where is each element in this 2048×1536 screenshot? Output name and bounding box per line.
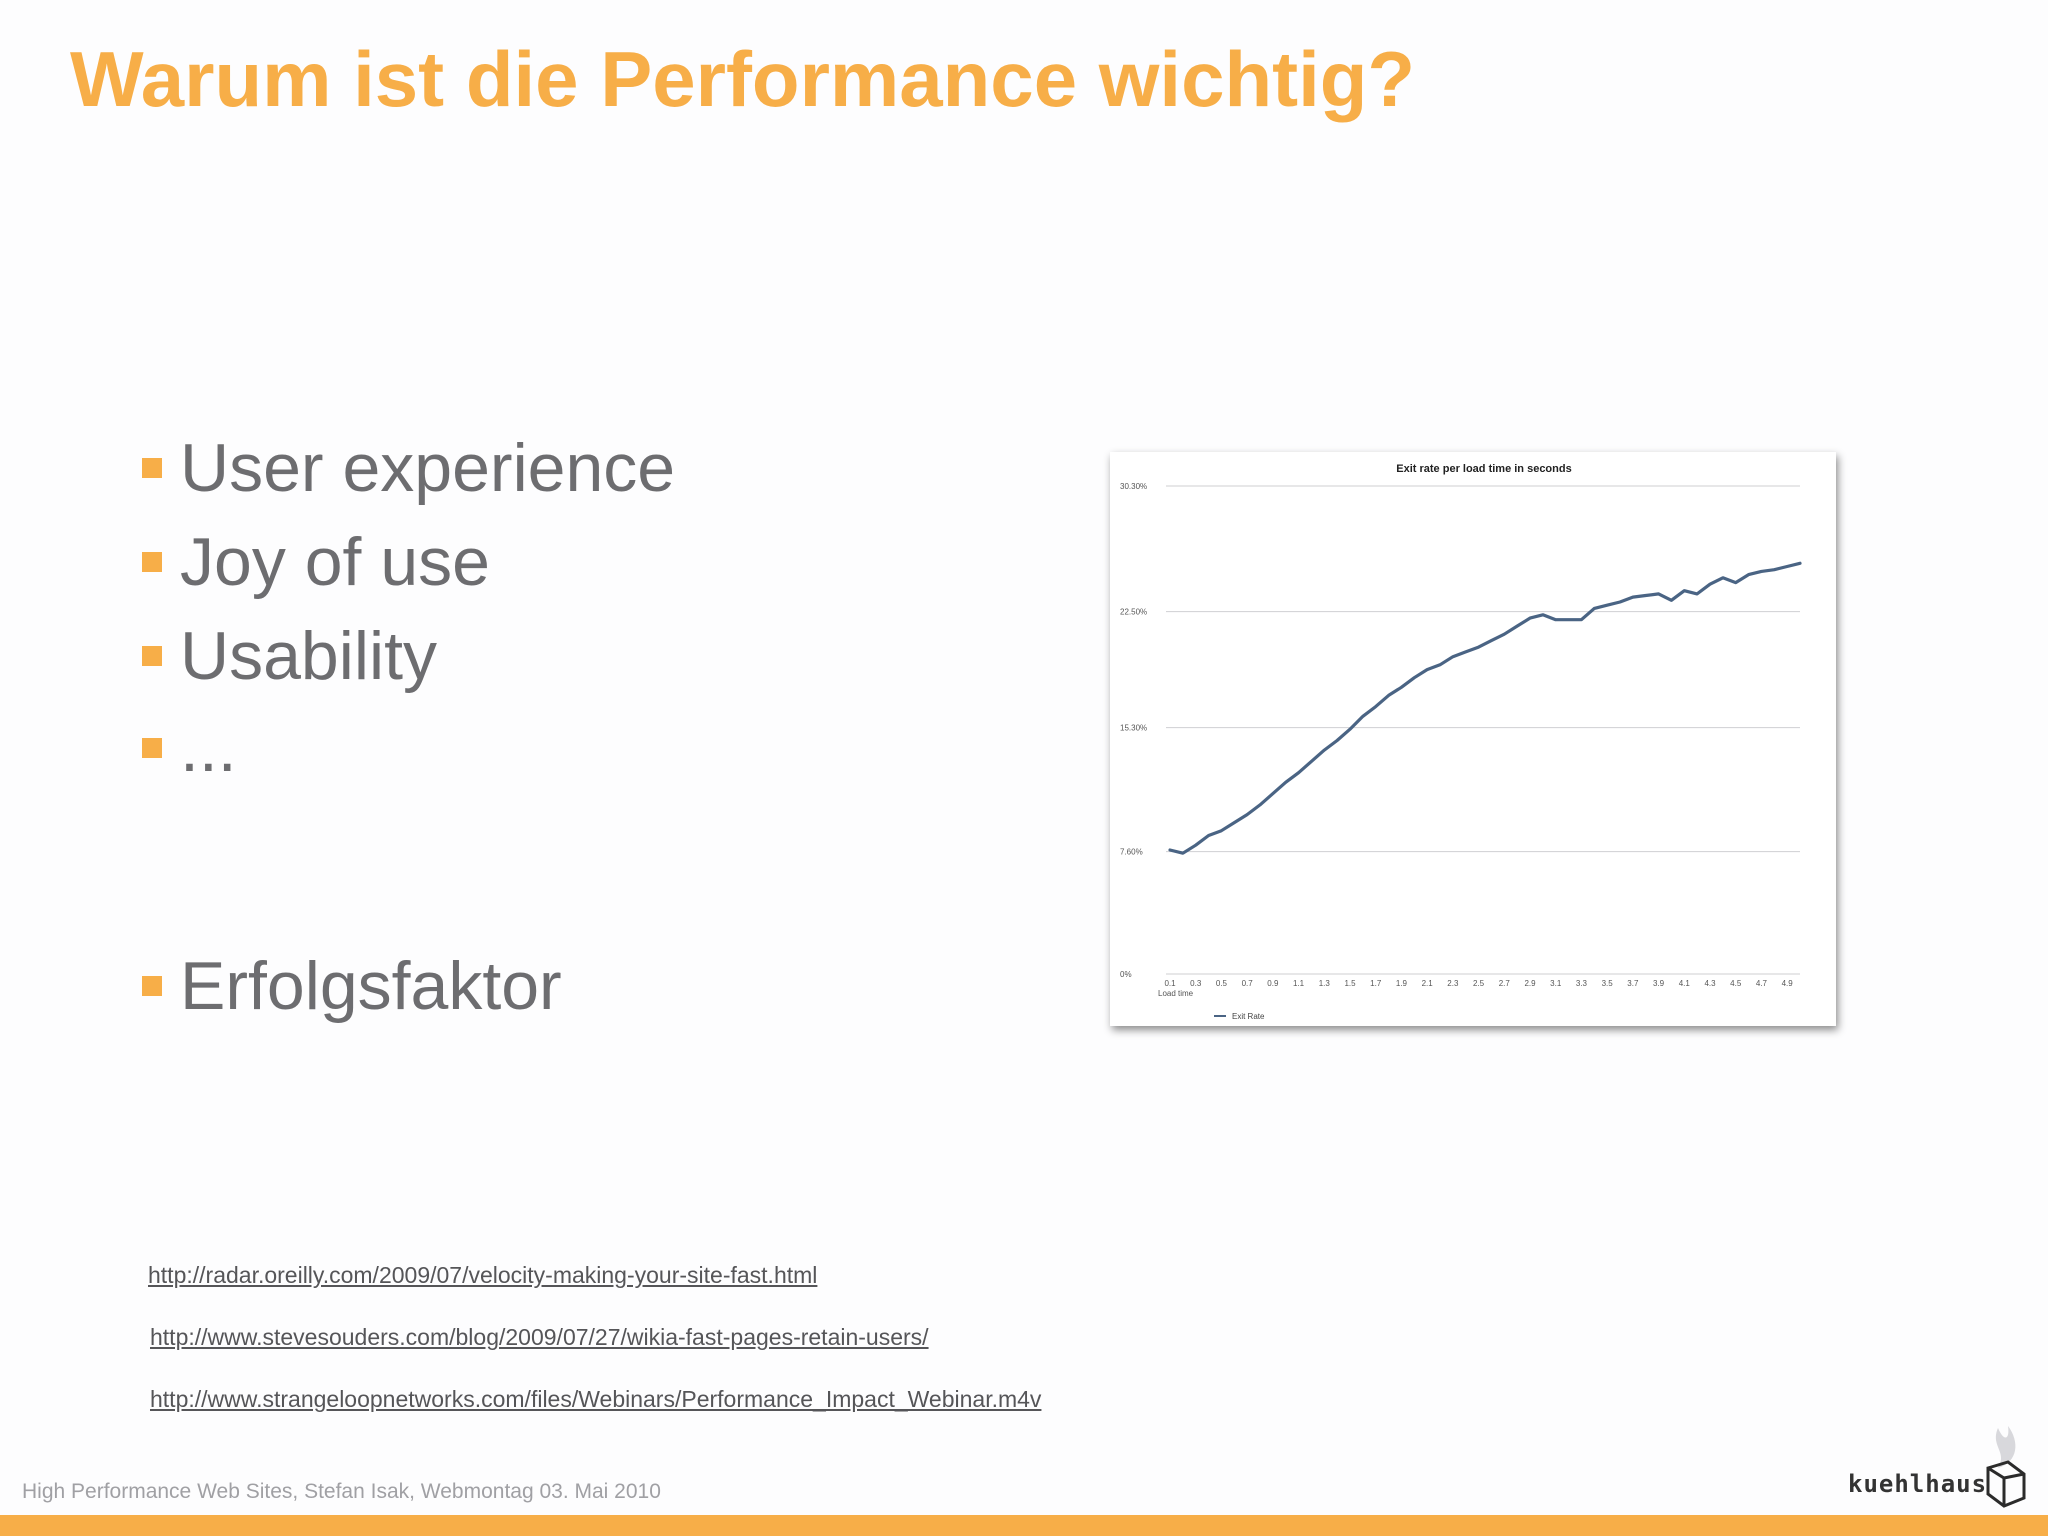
chart-y-tick-label: 7.60% <box>1120 848 1143 857</box>
chart-x-tick-label: 1.1 <box>1293 979 1305 988</box>
bullet-text: Erfolgsfaktor <box>180 948 562 1024</box>
logo-text: kuehlhaus <box>1848 1470 1988 1498</box>
bullet-text: Joy of use <box>180 524 490 600</box>
chart-x-tick-label: 1.9 <box>1396 979 1408 988</box>
bullet-item: Joy of use <box>142 522 490 602</box>
bottom-accent-bar <box>0 1515 2048 1536</box>
chart-x-tick-label: 3.7 <box>1627 979 1639 988</box>
chart-x-tick-label: 3.9 <box>1653 979 1665 988</box>
chart-x-tick-label: 4.5 <box>1730 979 1742 988</box>
chart-x-tick-label: 0.1 <box>1164 979 1176 988</box>
bullet-text: Usability <box>180 618 437 694</box>
chart-x-tick-label: 0.5 <box>1216 979 1228 988</box>
bullet-item: Usability <box>142 616 437 696</box>
chart-x-tick-label: 1.7 <box>1370 979 1382 988</box>
chart-x-tick-label: 1.5 <box>1344 979 1356 988</box>
chart-x-tick-label: 3.5 <box>1602 979 1614 988</box>
bullet-square-icon <box>142 552 162 572</box>
chart-x-tick-label: 1.3 <box>1319 979 1331 988</box>
chart-x-tick-label: 3.3 <box>1576 979 1588 988</box>
chart-y-tick-label: 15.30% <box>1120 724 1147 733</box>
chart-x-tick-label: 0.3 <box>1190 979 1202 988</box>
kuehlhaus-logo <box>1986 1426 2026 1508</box>
chart-x-axis-label: Load time <box>1158 989 1194 998</box>
chart-x-tick-label: 2.5 <box>1473 979 1485 988</box>
reference-link[interactable]: http://www.stevesouders.com/blog/2009/07… <box>150 1324 929 1350</box>
chart-svg: Exit rate per load time in seconds 0% 7.60… <box>1120 463 1802 1021</box>
chart-x-tick-label: 3.1 <box>1550 979 1562 988</box>
bullet-item: User experience <box>142 428 675 508</box>
chart-series-line <box>1168 561 1802 855</box>
bullet-text: ... <box>180 710 237 786</box>
chart-x-tick-label: 0.9 <box>1267 979 1279 988</box>
chart-legend-label: Exit Rate <box>1232 1012 1265 1021</box>
reference-link[interactable]: http://www.strangeloopnetworks.com/files… <box>150 1386 1042 1412</box>
chart-x-tick-label: 4.1 <box>1679 979 1691 988</box>
chart-y-tick-label: 30.30% <box>1120 482 1147 491</box>
slide-title: Warum ist die Performance wichtig? <box>70 35 1416 123</box>
bullet-item: ... <box>142 708 237 788</box>
chart-y-tick-label: 0% <box>1120 970 1132 979</box>
exit-rate-chart: Exit rate per load time in seconds 0% 7.60… <box>1110 452 1836 1026</box>
bullet-text: User experience <box>180 430 676 506</box>
reference-link[interactable]: http://radar.oreilly.com/2009/07/velocit… <box>148 1262 818 1288</box>
chart-title: Exit rate per load time in seconds <box>1396 463 1571 475</box>
bullet-square-icon <box>142 738 162 758</box>
chart-x-tick-label: 2.9 <box>1524 979 1536 988</box>
chart-x-tick-label: 2.7 <box>1499 979 1511 988</box>
bullet-square-icon <box>142 646 162 666</box>
chart-x-tick-label: 4.9 <box>1782 979 1794 988</box>
bullet-item: Erfolgsfaktor <box>142 946 562 1026</box>
chart-x-tick-label: 2.3 <box>1447 979 1459 988</box>
chart-y-tick-label: 22.50% <box>1120 608 1147 617</box>
bullet-square-icon <box>142 458 162 478</box>
chart-x-tick-label: 2.1 <box>1422 979 1434 988</box>
chart-x-tick-label: 4.3 <box>1704 979 1716 988</box>
bullet-square-icon <box>142 976 162 996</box>
chart-x-tick-label: 4.7 <box>1756 979 1768 988</box>
chart-x-tick-label: 0.7 <box>1242 979 1254 988</box>
footer-text: High Performance Web Sites, Stefan Isak,… <box>22 1480 661 1503</box>
